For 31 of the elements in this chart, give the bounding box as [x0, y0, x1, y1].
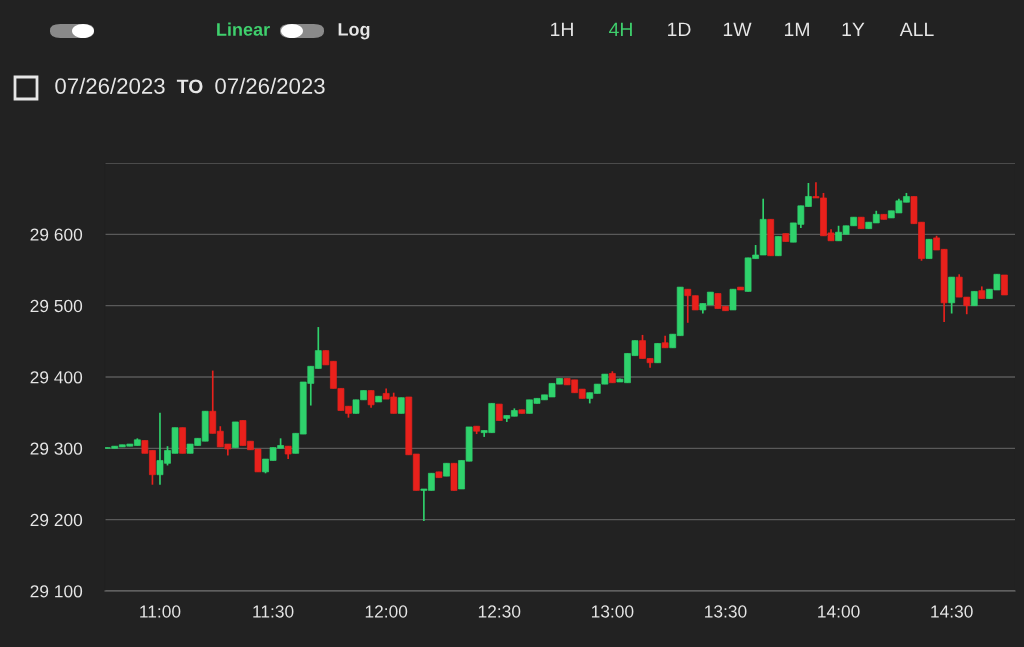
text: 1H [551, 22, 573, 37]
y-tick-label: 29 400 [30, 371, 83, 384]
text: 1Y [842, 22, 865, 37]
text: Linear [217, 22, 270, 36]
x-tick-label: 13:00 [591, 605, 634, 618]
candlestick [729, 288, 737, 311]
y-tick-label: 29 500 [30, 299, 83, 313]
text: 07/26/2023 [215, 77, 325, 94]
x-tick-label: 11:00 [140, 605, 181, 618]
candlestick [925, 238, 933, 260]
text: 1D [668, 22, 691, 37]
candlestick [1001, 274, 1008, 296]
candlestick [774, 235, 782, 257]
x-tick-label: 11:30 [253, 605, 294, 618]
y-tick-label: 29 600 [30, 228, 83, 241]
x-tick-label: 12:30 [478, 605, 521, 618]
text: 1M [784, 22, 809, 37]
y-tick-label: 29 100 [30, 585, 83, 598]
text: 07/26/2023 [55, 77, 165, 94]
x-tick-label: 14:00 [818, 605, 860, 618]
y-tick-label: 29 200 [30, 513, 83, 527]
text: Log [338, 23, 370, 40]
x-tick-label: 13:30 [705, 605, 747, 618]
text: TO [176, 79, 203, 94]
text: ALL [899, 22, 934, 37]
x-tick-label: 14:30 [931, 605, 973, 618]
text: 4H [609, 22, 632, 37]
y-tick-label: 29 300 [30, 442, 83, 455]
candlestick [654, 342, 661, 364]
x-tick-label: 12:00 [365, 605, 408, 618]
text: 1W [723, 22, 752, 37]
